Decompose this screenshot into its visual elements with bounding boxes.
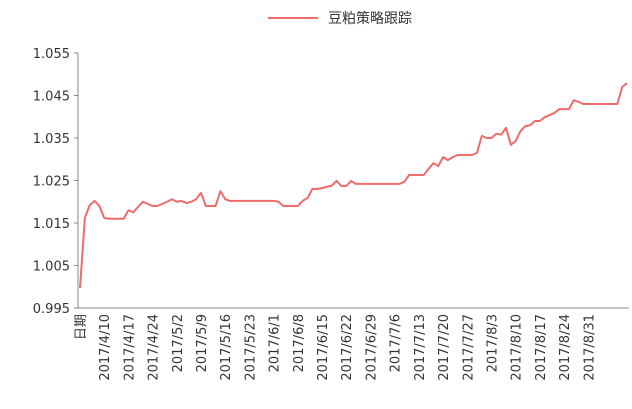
x-tick-label: 2017/8/24 [558,314,573,381]
x-tick-label: 2017/8/17 [534,314,549,381]
x-tick-label: 2017/8/31 [582,314,597,381]
x-tick-label: 2017/7/27 [461,314,476,381]
x-tick-label: 2017/4/17 [122,314,137,381]
x-tick-label: 2017/5/16 [219,314,234,381]
x-tick-label: 2017/7/6 [389,314,404,372]
x-tick-label: 2017/8/10 [510,314,525,381]
x-tick-label: 2017/6/8 [292,314,307,372]
x-tick-label: 2017/6/1 [268,314,283,372]
x-tick-label: 2017/6/22 [340,314,355,381]
x-tick-label: 2017/6/29 [364,314,379,381]
x-tick-label: 2017/4/24 [147,314,162,381]
x-tick-label: 日期 [74,314,89,340]
y-tick-label: 1.035 [33,132,70,147]
y-tick-label: 1.005 [33,260,70,275]
y-tick-label: 1.045 [33,90,70,105]
x-tick-label: 2017/6/15 [316,314,331,381]
y-tick-label: 1.025 [33,175,70,190]
series-line [79,82,628,289]
legend-label: 豆粕策略跟踪 [328,10,412,27]
y-tick-label: 1.055 [33,47,70,62]
x-tick-label: 2017/4/10 [98,314,113,381]
x-tick-label: 2017/7/13 [413,314,428,381]
x-tick-label: 2017/7/20 [437,314,452,381]
y-tick-label: 0.995 [33,302,70,317]
x-tick-label: 2017/8/3 [485,314,500,372]
x-tick-label: 2017/5/9 [195,314,210,372]
x-tick-label: 2017/5/2 [171,314,186,372]
x-tick-label: 2017/5/23 [243,314,258,381]
y-tick-label: 1.015 [33,217,70,232]
